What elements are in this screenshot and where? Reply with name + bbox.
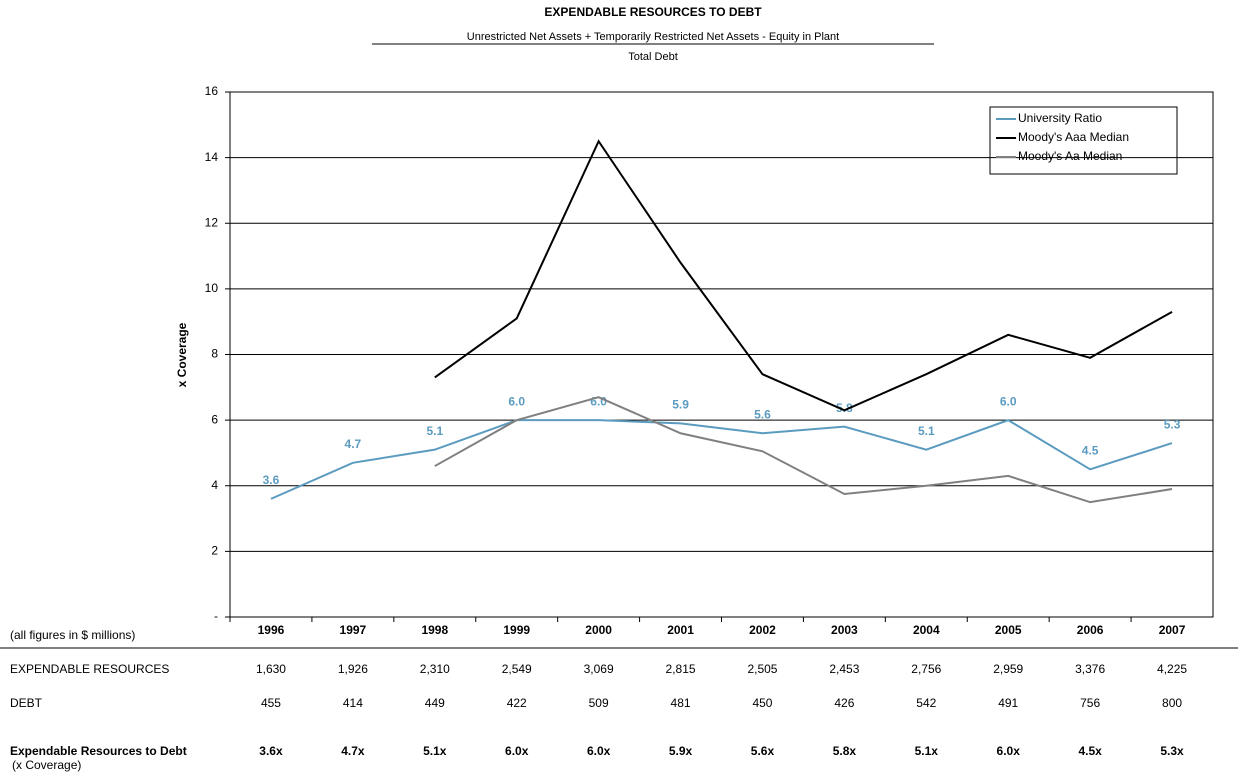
data-label: 5.3 — [1164, 417, 1181, 431]
table-cell: 491 — [998, 696, 1018, 710]
x-tick-label: 2002 — [749, 623, 776, 637]
table-cell: 3,376 — [1075, 662, 1105, 676]
y-tick-label: 4 — [211, 478, 218, 492]
x-tick-label: 1996 — [258, 623, 285, 637]
table-cell: 3,069 — [584, 662, 614, 676]
table-cell: 426 — [834, 696, 854, 710]
y-tick-label: 12 — [205, 215, 219, 229]
data-label: 3.6 — [263, 473, 280, 487]
y-axis-label: x Coverage — [175, 322, 189, 387]
legend-label: Moody's Aa Median — [1018, 149, 1122, 163]
x-tick-label: 2000 — [585, 623, 612, 637]
table-cell: 1,926 — [338, 662, 368, 676]
table-cell: 5.9x — [669, 744, 693, 758]
y-tick-label: 6 — [211, 412, 218, 426]
table-cell: 422 — [507, 696, 527, 710]
table-cell: 509 — [589, 696, 609, 710]
data-label: 4.7 — [345, 437, 362, 451]
row-label: EXPENDABLE RESOURCES — [10, 662, 169, 676]
subtitle: Unrestricted Net Assets + Temporarily Re… — [467, 31, 839, 43]
table-cell: 4.5x — [1078, 744, 1102, 758]
y-tick-label: 2 — [211, 544, 218, 558]
x-tick-label: 2006 — [1077, 623, 1104, 637]
table-cell: 2,505 — [747, 662, 777, 676]
legend — [989, 106, 1178, 175]
table-cell: 2,453 — [829, 662, 859, 676]
data-label: 5.1 — [426, 424, 443, 438]
table-cell: 2,959 — [993, 662, 1023, 676]
table-cell: 5.3x — [1160, 744, 1184, 758]
data-label: 5.8 — [836, 401, 853, 415]
table-cell: 5.6x — [751, 744, 775, 758]
table-cell: 2,310 — [420, 662, 450, 676]
x-tick-label: 1998 — [421, 623, 448, 637]
table-cell: 455 — [261, 696, 281, 710]
series-line — [434, 396, 1173, 504]
table-cell: 3.6x — [259, 744, 283, 758]
row-sublabel: (x Coverage) — [12, 758, 81, 772]
table-cell: 450 — [752, 696, 772, 710]
table-cell: 449 — [425, 696, 445, 710]
table-cell: 4,225 — [1157, 662, 1187, 676]
chart-title: EXPENDABLE RESOURCES TO DEBT — [544, 5, 762, 19]
table-cell: 5.8x — [833, 744, 857, 758]
series-line — [434, 139, 1173, 412]
table-cell: 414 — [343, 696, 363, 710]
x-tick-label: 1999 — [503, 623, 530, 637]
x-tick-label: 2005 — [995, 623, 1022, 637]
row-label: Expendable Resources to Debt — [10, 744, 187, 758]
y-tick-label: 10 — [205, 281, 219, 295]
table-cell: 5.1x — [423, 744, 447, 758]
table-cell: 1,630 — [256, 662, 286, 676]
x-tick-label: 2003 — [831, 623, 858, 637]
y-tick-label: 14 — [205, 150, 219, 164]
legend-label: University Ratio — [1018, 111, 1102, 125]
table-cell: 800 — [1162, 696, 1182, 710]
subtitle-denominator: Total Debt — [628, 51, 678, 63]
table-cell: 2,549 — [502, 662, 532, 676]
table-note: (all figures in $ millions) — [10, 628, 135, 642]
data-label: 6.0 — [508, 394, 525, 408]
data-label: 5.1 — [918, 424, 935, 438]
table-cell: 6.0x — [505, 744, 529, 758]
x-tick-label: 2004 — [913, 623, 940, 637]
data-label: 6.0 — [1000, 394, 1017, 408]
table-cell: 5.1x — [915, 744, 939, 758]
table-cell: 481 — [671, 696, 691, 710]
table-cell: 6.0x — [997, 744, 1021, 758]
data-label: 5.9 — [672, 398, 689, 412]
y-tick-label: 16 — [205, 84, 219, 98]
data-label: 4.5 — [1082, 444, 1099, 458]
x-tick-label: 1997 — [340, 623, 367, 637]
table-cell: 4.7x — [341, 744, 365, 758]
series-line — [270, 419, 1173, 500]
table-cell: 6.0x — [587, 744, 611, 758]
table-cell: 542 — [916, 696, 936, 710]
data-label: 5.6 — [754, 407, 771, 421]
table-cell: 756 — [1080, 696, 1100, 710]
table-cell: 2,815 — [666, 662, 696, 676]
x-tick-label: 2007 — [1159, 623, 1186, 637]
row-label: DEBT — [10, 696, 43, 710]
x-tick-label: 2001 — [667, 623, 694, 637]
legend-label: Moody's Aaa Median — [1018, 130, 1129, 144]
y-tick-label: 8 — [211, 347, 218, 361]
y-tick-label: - — [214, 609, 218, 623]
table-cell: 2,756 — [911, 662, 941, 676]
